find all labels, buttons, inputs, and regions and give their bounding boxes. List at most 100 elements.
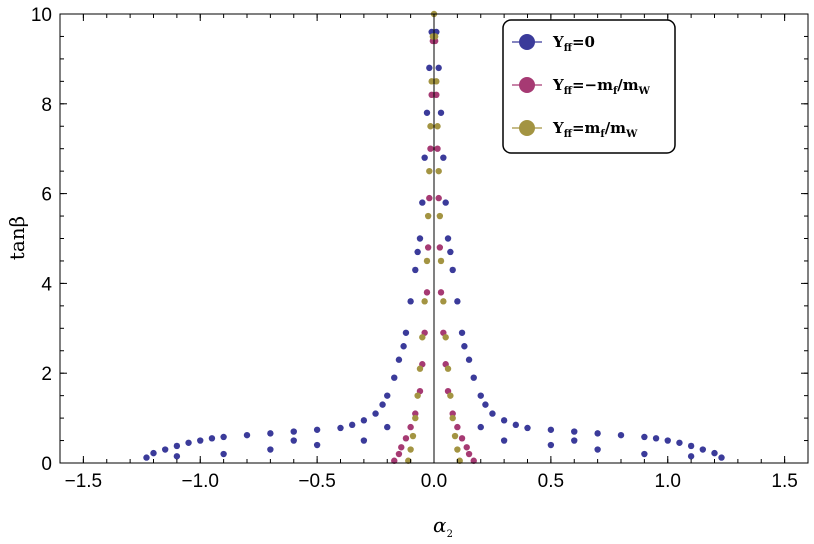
- data-point: [444, 365, 452, 372]
- data-point: [444, 235, 452, 242]
- legend-label: Yff=−mf/mW: [552, 76, 651, 97]
- legend-marker: [519, 34, 535, 50]
- data-point: [416, 235, 424, 242]
- y-tick-label: 8: [41, 95, 52, 116]
- data-point: [454, 298, 461, 305]
- data-point: [426, 167, 433, 175]
- data-point: [379, 401, 386, 408]
- data-point: [243, 431, 251, 439]
- x-axis-label: α2: [433, 513, 453, 540]
- data-point: [463, 444, 470, 451]
- data-point: [426, 64, 433, 72]
- data-point: [407, 298, 414, 305]
- y-tick-label: 0: [41, 454, 52, 475]
- data-point: [571, 437, 578, 444]
- data-point: [437, 109, 445, 116]
- data-point: [449, 414, 456, 422]
- data-point: [407, 446, 414, 453]
- data-point: [433, 78, 440, 85]
- data-point: [421, 154, 428, 161]
- data-point: [395, 356, 403, 363]
- data-point: [482, 401, 489, 408]
- data-point: [143, 454, 150, 461]
- data-point: [641, 450, 648, 458]
- data-point: [434, 145, 441, 152]
- data-point: [477, 423, 484, 431]
- data-point: [447, 392, 454, 399]
- data-point: [185, 439, 192, 446]
- data-point: [524, 424, 531, 432]
- data-point: [391, 457, 398, 464]
- data-point: [313, 441, 321, 449]
- data-point: [427, 123, 434, 130]
- data-point: [412, 266, 419, 274]
- data-point: [440, 154, 447, 161]
- x-tick-label: −1.5: [65, 471, 103, 492]
- data-point: [456, 457, 463, 464]
- data-point: [435, 64, 442, 72]
- data-point: [419, 334, 426, 341]
- y-tick-label: 2: [41, 364, 52, 385]
- x-tick-label: 0.5: [538, 471, 564, 492]
- data-point: [500, 417, 508, 424]
- x-tick-label: 0.0: [421, 471, 447, 492]
- data-point: [372, 410, 379, 417]
- data-point: [435, 167, 442, 175]
- data-point: [434, 123, 441, 130]
- data-point: [337, 424, 344, 432]
- data-point: [664, 437, 671, 444]
- data-point: [424, 212, 432, 220]
- data-point: [395, 450, 403, 458]
- data-point: [465, 450, 473, 458]
- data-point: [442, 199, 449, 206]
- data-point: [407, 423, 414, 431]
- data-point: [402, 329, 410, 336]
- y-axis-label: tanβ: [5, 216, 29, 260]
- data-point: [571, 428, 578, 435]
- data-point: [718, 454, 725, 461]
- data-point: [470, 457, 477, 464]
- data-point: [398, 444, 405, 451]
- legend-label: Yff=mf/mW: [552, 119, 638, 140]
- data-point: [161, 446, 169, 453]
- legend-marker: [519, 77, 535, 93]
- data-point: [477, 392, 484, 399]
- data-point: [428, 78, 435, 85]
- data-point: [208, 435, 216, 442]
- data-point: [442, 334, 449, 341]
- data-point: [428, 91, 435, 99]
- data-point: [447, 248, 454, 256]
- data-point: [220, 450, 227, 458]
- data-point: [290, 428, 297, 435]
- data-point: [454, 423, 461, 431]
- data-point: [699, 446, 707, 453]
- data-point: [267, 446, 274, 453]
- x-tick-label: −1.0: [181, 471, 219, 492]
- data-point: [384, 423, 391, 431]
- data-point: [391, 374, 398, 381]
- data-point: [421, 298, 428, 305]
- data-point: [641, 433, 648, 441]
- data-point: [173, 442, 181, 450]
- data-point: [652, 435, 660, 442]
- data-point: [427, 145, 434, 152]
- data-point: [500, 437, 508, 444]
- data-point: [433, 91, 440, 99]
- data-point: [173, 453, 181, 460]
- x-tick-label: 1.0: [655, 471, 681, 492]
- data-point: [416, 365, 424, 372]
- data-point: [470, 374, 477, 381]
- data-point: [594, 430, 601, 437]
- data-point: [405, 457, 412, 464]
- data-point: [449, 266, 456, 274]
- data-point: [461, 343, 468, 350]
- data-point: [402, 435, 410, 442]
- data-point: [409, 432, 417, 440]
- data-point: [454, 446, 461, 453]
- data-point: [423, 289, 431, 296]
- data-point: [414, 392, 421, 399]
- data-point: [423, 257, 431, 265]
- data-point: [424, 244, 432, 251]
- y-tick-label: 4: [41, 274, 52, 295]
